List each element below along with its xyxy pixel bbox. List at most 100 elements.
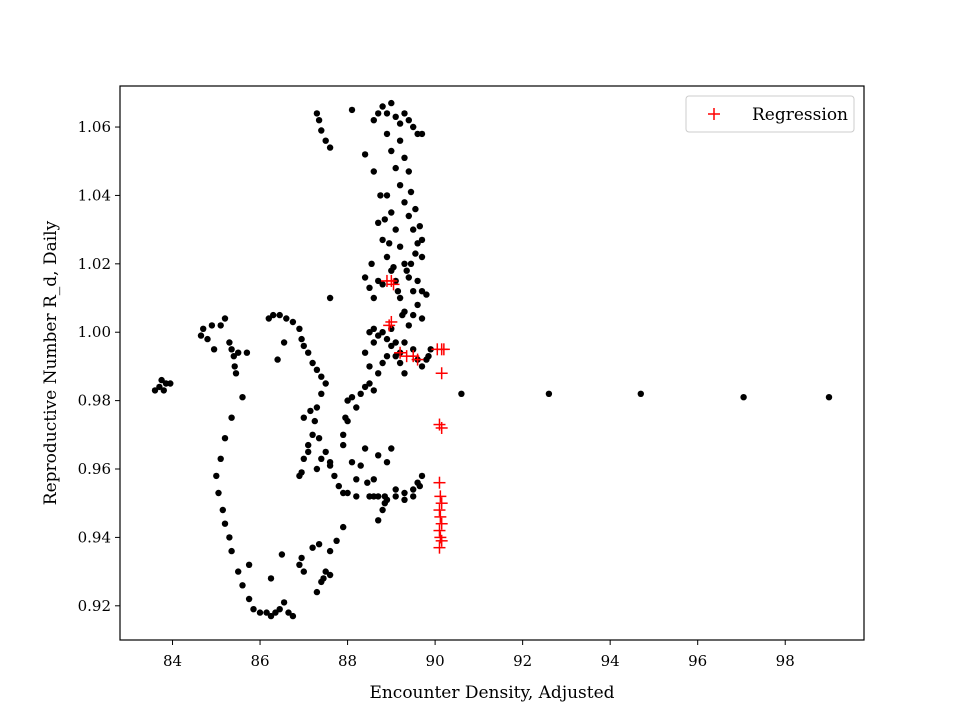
data-point (394, 288, 402, 295)
data-point (386, 240, 393, 247)
data-point (204, 335, 211, 343)
y-tick-label: 1.02 (78, 255, 111, 273)
data-point (366, 284, 373, 291)
data-point (313, 588, 321, 596)
data-point (315, 435, 323, 442)
data-point (418, 472, 426, 480)
data-point (375, 452, 382, 459)
data-point (340, 431, 347, 438)
data-point (289, 318, 297, 326)
data-point (370, 325, 377, 332)
data-point (375, 517, 382, 524)
data-point (401, 489, 408, 497)
data-point (305, 441, 312, 449)
regression-point (433, 476, 446, 489)
data-point (375, 332, 382, 339)
data-point (340, 441, 347, 449)
data-point (370, 476, 377, 483)
regression-point (394, 346, 407, 359)
data-point (318, 373, 325, 380)
data-point (276, 606, 283, 613)
data-point (396, 243, 404, 250)
data-point (416, 482, 423, 490)
data-points-layer (151, 99, 833, 620)
data-point (401, 339, 408, 346)
data-point (263, 609, 270, 616)
data-point (383, 192, 391, 199)
data-point (427, 346, 434, 353)
data-point (296, 561, 303, 568)
data-point (405, 274, 412, 281)
data-point (326, 462, 334, 469)
data-point (410, 311, 417, 319)
data-point (379, 506, 386, 514)
data-point (412, 205, 419, 213)
data-point (348, 106, 356, 114)
data-point (300, 568, 307, 575)
y-tick-label: 1.06 (78, 118, 111, 136)
data-point (276, 311, 283, 319)
data-point (267, 575, 275, 582)
data-point (219, 506, 226, 514)
data-point (167, 380, 174, 387)
data-point (423, 291, 430, 298)
data-point (361, 151, 369, 158)
data-point (410, 288, 417, 295)
data-point (405, 212, 412, 220)
data-point (379, 359, 386, 367)
x-tick-label: 84 (163, 652, 182, 670)
data-point (340, 489, 347, 497)
regression-point (435, 517, 448, 530)
data-point (379, 103, 386, 110)
data-point (361, 349, 369, 356)
data-point (315, 541, 323, 548)
data-point (375, 219, 382, 226)
data-point (250, 606, 257, 613)
data-point (396, 120, 404, 127)
data-point (388, 209, 395, 216)
regression-point (433, 504, 446, 517)
data-point (318, 390, 325, 397)
data-point (289, 612, 297, 620)
data-point (326, 547, 334, 555)
data-point (213, 472, 220, 480)
data-point (331, 472, 338, 480)
data-point (379, 329, 386, 336)
data-point (637, 390, 644, 397)
data-point (383, 335, 391, 343)
data-point (381, 500, 388, 507)
data-point (370, 339, 377, 346)
data-point (239, 582, 246, 589)
data-point (342, 414, 349, 421)
data-point (151, 387, 159, 394)
x-axis-ticks: 84 86 88 90 92 94 96 98 (163, 640, 795, 670)
data-point (414, 277, 421, 285)
data-point (383, 353, 391, 360)
data-point (280, 599, 288, 606)
data-point (392, 353, 399, 360)
data-point (825, 394, 833, 401)
y-tick-label: 0.94 (78, 528, 111, 546)
regression-point (435, 497, 448, 510)
data-point (298, 335, 305, 343)
data-point (278, 551, 286, 558)
data-point (414, 130, 421, 138)
data-point (156, 383, 163, 391)
data-point (381, 216, 388, 223)
data-point (370, 168, 377, 175)
data-point (313, 366, 321, 373)
x-tick-label: 98 (776, 652, 795, 670)
data-point (348, 459, 356, 466)
data-point (392, 339, 399, 346)
data-point (414, 240, 421, 247)
data-point (383, 253, 391, 261)
data-point (392, 226, 399, 233)
x-tick-label: 90 (426, 652, 445, 670)
data-point (401, 496, 408, 503)
data-point (418, 363, 426, 370)
data-point (215, 489, 222, 497)
data-point (160, 387, 167, 394)
data-point (265, 315, 272, 322)
data-point (418, 253, 426, 261)
data-point (405, 322, 412, 329)
